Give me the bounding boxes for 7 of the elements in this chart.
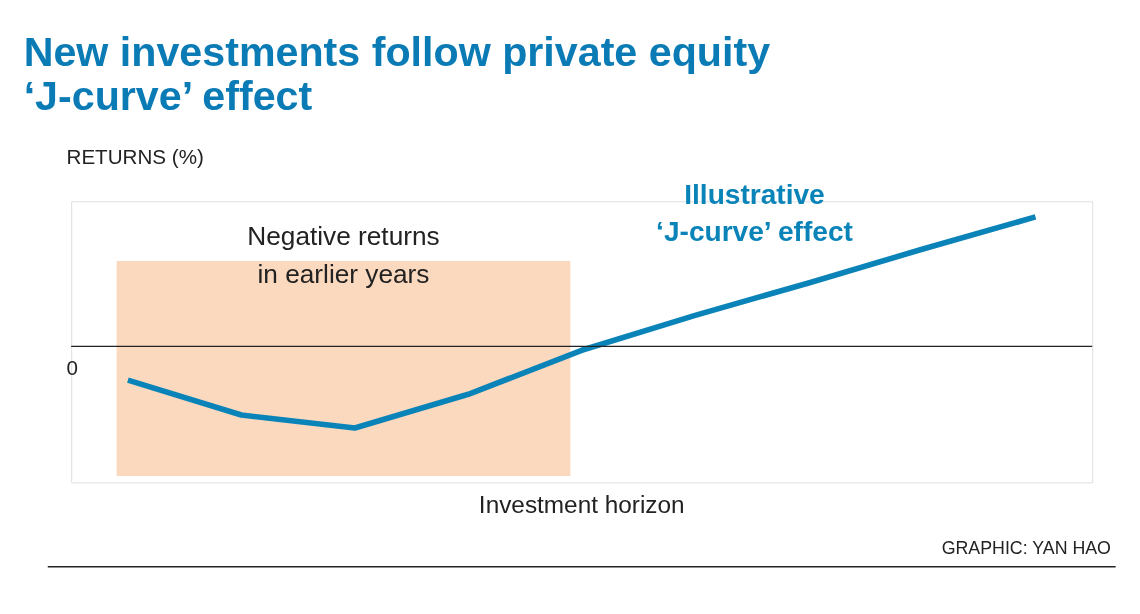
y-axis-title: RETURNS (%) xyxy=(66,144,204,168)
x-axis-title: Investment horizon xyxy=(478,491,685,519)
ref-line-label: 0 xyxy=(66,356,78,380)
annotation: Negative returns in earlier years xyxy=(247,221,440,289)
series-label: Illustrative ‘J-curve’ effect xyxy=(656,178,854,248)
text: GRAPHIC: YAN HAO xyxy=(941,537,1111,558)
chart-title: New investments follow private equity ‘J-curve’ effect xyxy=(23,28,771,120)
